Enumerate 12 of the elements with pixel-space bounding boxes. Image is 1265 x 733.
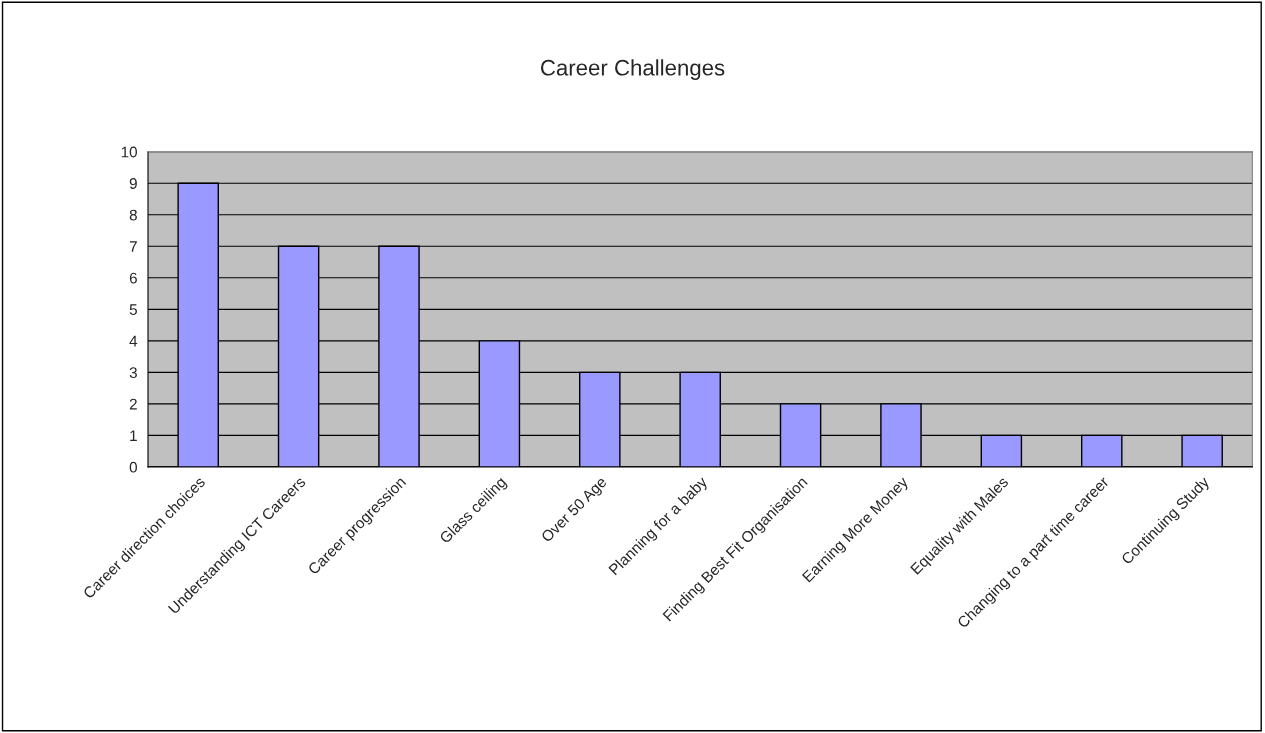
y-tick-label: 4 xyxy=(129,335,138,347)
y-tick-label: 2 xyxy=(129,398,137,410)
y-tick-label: 9 xyxy=(129,178,137,189)
y-tick-label: 7 xyxy=(129,241,137,252)
chart-title: Career Challenges xyxy=(540,59,725,80)
y-tick-label: 3 xyxy=(129,367,137,379)
y-tick-label: 5 xyxy=(129,304,137,316)
y-tick-label: 6 xyxy=(129,272,137,284)
y-tick-label: 10 xyxy=(121,146,137,158)
y-tick-label: 1 xyxy=(130,430,137,441)
y-tick-label: 8 xyxy=(129,209,137,221)
y-tick-label: 0 xyxy=(129,461,137,473)
